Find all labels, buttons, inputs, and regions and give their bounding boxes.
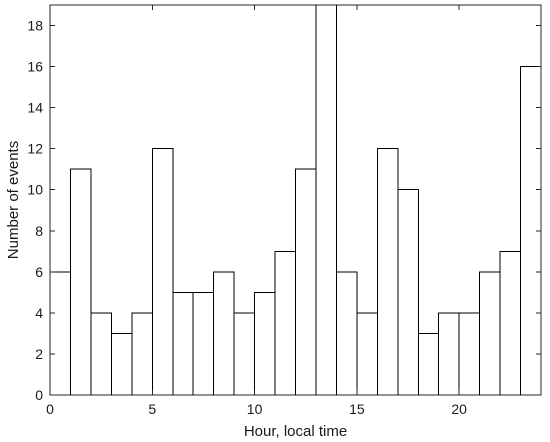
bars-group <box>49 4 542 396</box>
y-tick-label: 14 <box>27 100 43 116</box>
y-tick-label: 8 <box>35 223 43 239</box>
bar <box>397 189 419 396</box>
bar <box>151 148 174 396</box>
x-tick-label: 10 <box>247 401 263 417</box>
y-tick-label: 0 <box>35 387 43 403</box>
bar <box>254 291 276 396</box>
bar <box>438 312 460 396</box>
bar <box>458 312 481 396</box>
bar <box>335 271 358 396</box>
x-tick-label: 15 <box>349 401 365 417</box>
y-tick-label: 16 <box>27 59 43 75</box>
bar <box>376 148 399 396</box>
x-tick-label: 5 <box>148 401 156 417</box>
bar <box>172 291 194 396</box>
plot-frame <box>49 4 542 396</box>
x-axis-label: Hour, local time <box>244 423 347 440</box>
x-tick-label: 20 <box>451 401 467 417</box>
ticks-group: 0 5 10 15 20 0 2 4 6 8 10 12 14 16 18 <box>27 5 541 417</box>
bar <box>69 168 92 396</box>
bar <box>213 271 235 396</box>
y-tick-label: 18 <box>27 18 43 34</box>
bar <box>110 332 133 396</box>
y-tick-label: 6 <box>35 264 43 280</box>
y-tick-label: 2 <box>35 346 43 362</box>
bar <box>417 332 440 396</box>
bar <box>315 4 337 396</box>
bar <box>274 250 296 396</box>
bar <box>49 271 71 396</box>
bar <box>479 271 501 396</box>
bar <box>233 312 256 396</box>
bar <box>192 291 215 396</box>
y-tick-label: 10 <box>27 182 43 198</box>
y-tick-label: 4 <box>35 305 43 321</box>
bar <box>295 168 317 396</box>
y-axis-label: Number of events <box>5 141 22 259</box>
bar <box>356 312 378 396</box>
bar <box>90 312 112 396</box>
y-tick-label: 12 <box>27 141 43 157</box>
bar <box>499 250 522 396</box>
x-tick-label: 0 <box>46 401 54 417</box>
bar <box>131 312 153 396</box>
